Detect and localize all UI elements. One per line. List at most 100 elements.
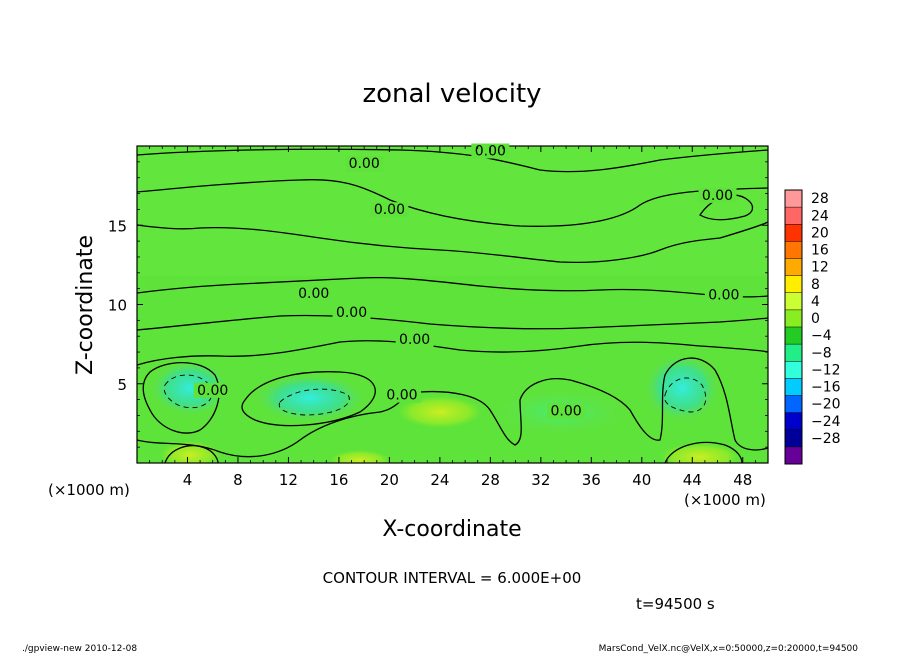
x-unit-right: (×1000 m) xyxy=(684,491,766,509)
colorbar-label: 20 xyxy=(811,225,829,241)
contour-label: 0.00 xyxy=(708,288,739,304)
contour-label-bg xyxy=(193,382,232,398)
colorbar-label: −16 xyxy=(811,380,841,396)
colorbar-label: −28 xyxy=(811,431,841,447)
dashed-contours xyxy=(163,374,707,416)
contour-labels: 0.00 0.00 0.00 0.00 0.00 0.00 0.00 0.00 0.00 0.00… xyxy=(193,143,743,419)
y-tick-label: 15 xyxy=(108,217,127,235)
colorbar-label: −24 xyxy=(811,414,841,430)
contour-line-6 xyxy=(137,340,768,366)
x-tick-label: 40 xyxy=(632,471,651,489)
x-unit-left: (×1000 m) xyxy=(48,481,130,499)
x-tick-label: 24 xyxy=(430,471,449,489)
contour-interval-text: CONTOUR INTERVAL = 6.000E+00 xyxy=(323,569,582,587)
colorbar-swatch xyxy=(785,224,802,242)
colorbar-swatch xyxy=(785,258,802,277)
cyan-region-left xyxy=(150,360,230,416)
yellow-region-right xyxy=(660,443,740,463)
colorbar-label: 16 xyxy=(811,243,829,259)
upper-band xyxy=(137,146,768,276)
contour-label-bg xyxy=(294,286,333,302)
contour-label-bg xyxy=(345,156,384,172)
colorbar-label: 12 xyxy=(811,260,829,276)
chart-title: zonal velocity xyxy=(362,79,541,109)
x-tick-label: 8 xyxy=(233,471,243,489)
x-tick-label: 4 xyxy=(183,471,193,489)
colorbar-swatch xyxy=(785,395,802,414)
colorbar-swatch xyxy=(785,327,802,345)
yellow-region-left xyxy=(160,441,220,463)
colorbar-swatch xyxy=(785,190,802,208)
contour-label: 0.00 xyxy=(399,332,430,348)
colorbar-label: 8 xyxy=(811,277,820,293)
contour-label: 0.00 xyxy=(197,383,228,399)
contour-label: 0.00 xyxy=(336,305,367,321)
colorbar-swatch xyxy=(785,378,802,396)
footer-left: ./gpview-new 2010-12-08 xyxy=(22,644,137,654)
contour-label-bg xyxy=(547,403,586,419)
yellow-region-mid xyxy=(398,396,482,428)
contour-line-3 xyxy=(137,221,768,264)
colorbar xyxy=(784,189,803,465)
plot-area xyxy=(137,146,768,463)
colorbar-label: 0 xyxy=(811,311,820,327)
colorbar-label: −12 xyxy=(811,362,841,378)
contour-label: 0.00 xyxy=(298,286,329,302)
x-tick-label: 28 xyxy=(481,471,500,489)
x-tick-label: 16 xyxy=(329,471,348,489)
contour-label: 0.00 xyxy=(349,156,380,172)
x-tick-label: 32 xyxy=(531,471,550,489)
yellow-region-right2 xyxy=(330,450,390,463)
contour-line-2 xyxy=(137,179,768,227)
contour-label-bg xyxy=(370,202,409,218)
colorbar-label: −4 xyxy=(811,328,832,344)
colorbar-label: −8 xyxy=(811,345,832,361)
x-axis-label: X-coordinate xyxy=(382,517,521,542)
contour-label: 0.00 xyxy=(702,188,733,204)
colorbar-swatch xyxy=(785,412,802,431)
dashed-contour-right xyxy=(664,377,707,413)
contour-loop-mid xyxy=(241,371,376,427)
contour-loop-left xyxy=(142,362,220,434)
contour-label: 0.00 xyxy=(374,202,405,218)
contour-line-4 xyxy=(137,276,768,298)
colorbar-swatch xyxy=(785,309,802,328)
x-tick-label: 12 xyxy=(279,471,298,489)
contour-label-bg xyxy=(704,287,743,303)
x-tick-label: 36 xyxy=(582,471,601,489)
contour-label: 0.00 xyxy=(386,388,417,404)
time-text: t=94500 s xyxy=(636,595,715,613)
contour-line-top xyxy=(137,148,768,173)
contour-label-bg xyxy=(383,387,422,403)
contour-label: 0.00 xyxy=(550,403,581,419)
dashed-contour-left xyxy=(163,374,213,409)
colorbar-swatch xyxy=(785,292,802,311)
x-axis-ticks: 4 8 12 16 20 24 28 32 36 40 44 48 xyxy=(149,146,756,489)
dashed-contour-mid xyxy=(278,388,350,416)
x-tick-label: 48 xyxy=(733,471,752,489)
colorbar-swatch xyxy=(785,446,802,465)
contour-line-7 xyxy=(137,357,768,458)
colorbar-swatch xyxy=(785,275,802,294)
y-tick-label: 5 xyxy=(117,376,127,394)
colorbar-swatch xyxy=(785,361,802,379)
contour-label-bg xyxy=(698,187,737,203)
colorbar-swatch xyxy=(785,207,802,225)
x-tick-label: 20 xyxy=(380,471,399,489)
colorbar-swatch xyxy=(785,429,802,448)
contour-label-bg xyxy=(332,305,371,321)
contour-lines xyxy=(137,148,768,463)
contour-label-bg xyxy=(395,332,434,348)
footer-right: MarsCond_VelX.nc@VelX,x=0:50000,z=0:2000… xyxy=(599,644,859,654)
colorbar-swatch xyxy=(785,241,802,259)
y-axis-label: Z-coordinate xyxy=(73,235,98,375)
colorbar-label: 28 xyxy=(811,191,829,207)
colorbar-swatch xyxy=(785,344,802,362)
y-axis-ticks: 5 10 15 xyxy=(108,161,768,448)
x-tick-label: 44 xyxy=(683,471,702,489)
contour-loop-bottom-left xyxy=(164,445,219,463)
colorbar-label: −20 xyxy=(811,397,841,413)
colorbar-label: 24 xyxy=(811,208,829,224)
